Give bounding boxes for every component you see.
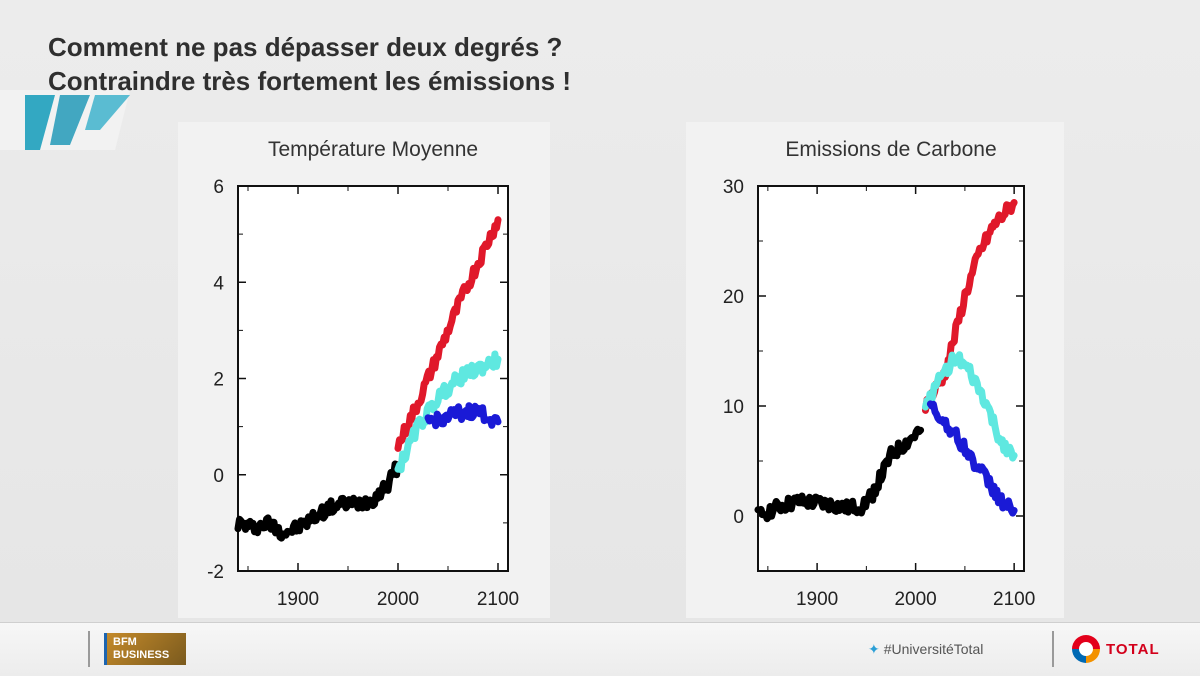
total-logo: TOTAL	[1072, 634, 1160, 664]
bfm-logo-line2: BUSINESS	[113, 649, 170, 661]
total-logo-icon	[1072, 635, 1100, 663]
carbon-emissions-chart: Emissions de Carbone 0 10 20 30 1900 2000 2100	[723, 138, 1035, 610]
temperature-chart-panel: Température Moyenne -2 0 2 4 6 1900 2000 2100	[178, 122, 550, 618]
bfm-logo-line1: BFM	[113, 636, 137, 648]
series-line-fort	[394, 216, 502, 452]
y-tick-label: 30	[723, 177, 744, 198]
x-tick-label: 2100	[477, 589, 519, 610]
title-line-1: Comment ne pas dépasser deux degrés ?	[48, 32, 563, 62]
series-line-historique	[234, 460, 402, 542]
footer-bar: BFM BUSINESS ✦ #UniversitéTotal TOTAL	[0, 622, 1200, 676]
temperature-chart: Température Moyenne -2 0 2 4 6 1900 2000 2100	[207, 138, 519, 610]
decorative-logo-graphic	[0, 90, 130, 150]
chart-title: Emissions de Carbone	[785, 138, 996, 161]
slide-title: Comment ne pas dépasser deux degrés ? Co…	[48, 30, 571, 98]
total-brand-text: TOTAL	[1106, 640, 1160, 658]
x-tick-label: 1900	[796, 589, 838, 610]
x-tick-label: 2000	[377, 589, 419, 610]
hashtag-text: #UniversitéTotal	[883, 641, 984, 657]
hashtag: ✦ #UniversitéTotal	[868, 641, 983, 658]
series-line-faible	[424, 402, 502, 430]
footer-divider-2	[1052, 631, 1054, 667]
chart-title: Température Moyenne	[268, 138, 478, 161]
x-tick-label: 2100	[993, 589, 1035, 610]
y-tick-label: 10	[723, 397, 744, 418]
y-tick-label: 20	[723, 287, 744, 308]
x-tick-label: 2000	[894, 589, 936, 610]
series-line-historique	[754, 425, 925, 523]
title-line-2: Contraindre très fortement les émissions…	[48, 66, 572, 96]
y-tick-label: 4	[213, 273, 224, 294]
carbon-chart-panel: Emissions de Carbone 0 10 20 30 1900 2000 2100	[686, 122, 1064, 618]
y-tick-label: 0	[733, 507, 744, 528]
series-line-faible	[926, 400, 1018, 517]
slide: Comment ne pas dépasser deux degrés ? Co…	[0, 0, 1200, 622]
y-tick-label: 6	[213, 177, 224, 198]
y-tick-label: -2	[207, 562, 224, 583]
twitter-bird-icon: ✦	[868, 641, 880, 657]
y-tick-label: 0	[213, 466, 224, 487]
y-tick-label: 2	[213, 370, 224, 391]
series-line-moyen	[394, 350, 502, 474]
footer-divider	[88, 631, 90, 667]
series-line-moyen	[922, 351, 1018, 462]
x-tick-label: 1900	[277, 589, 319, 610]
bfm-business-logo: BFM BUSINESS	[104, 633, 186, 665]
